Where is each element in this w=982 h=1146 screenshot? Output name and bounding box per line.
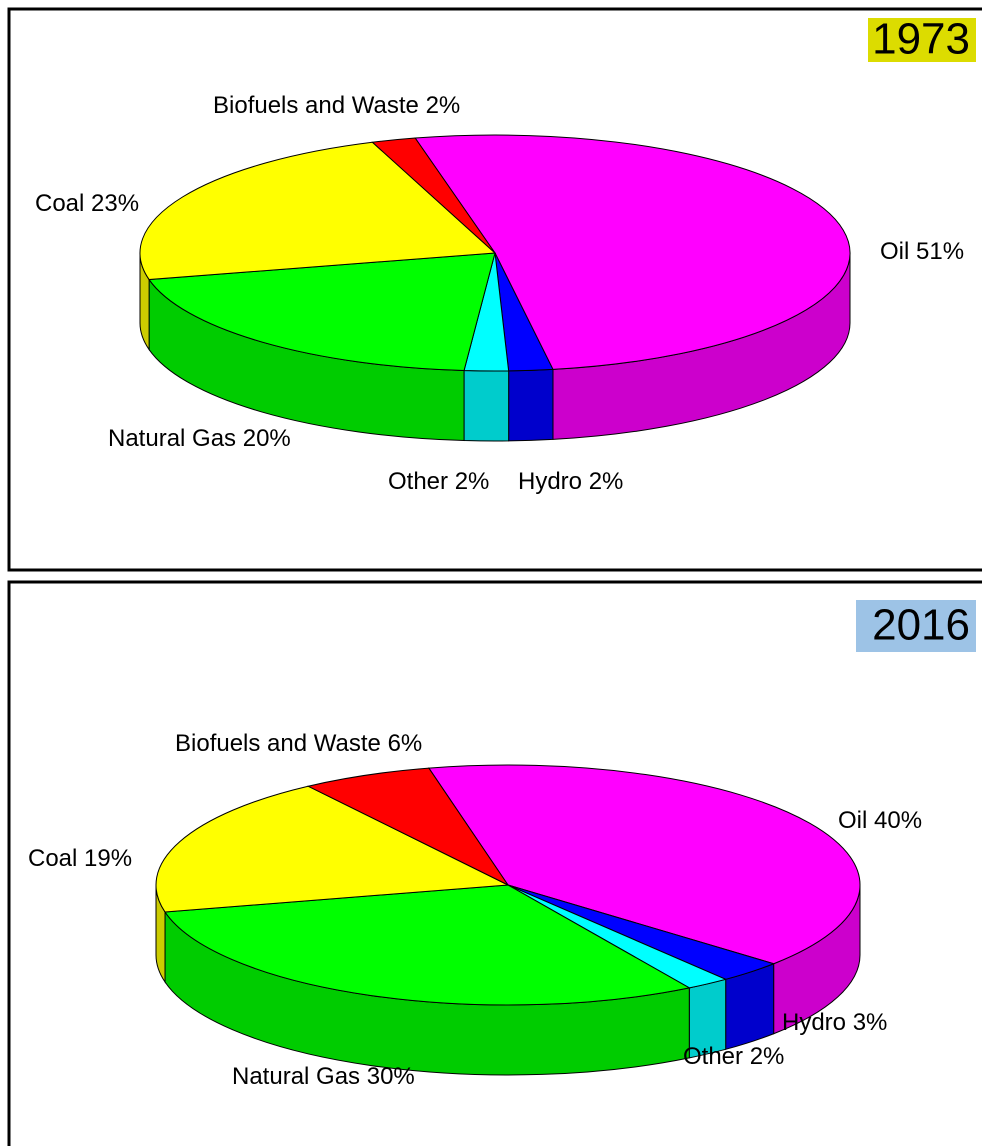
slice	[139, 141, 497, 281]
slice-label: Other 2%	[683, 1043, 784, 1070]
slice-value: 2%	[750, 1043, 785, 1070]
slice-value: 20%	[243, 425, 291, 452]
slice-label: Hydro 2%	[518, 468, 623, 495]
slice-label: Coal 19%	[28, 845, 132, 872]
slice	[148, 252, 496, 372]
slice	[371, 137, 496, 254]
slice-label: Natural Gas 20%	[108, 425, 291, 452]
slice-label: Natural Gas 30%	[232, 1063, 415, 1090]
slice-category: Hydro	[518, 468, 582, 495]
slice-category: Biofuels and Waste	[213, 92, 419, 119]
slice-value: 30%	[367, 1063, 415, 1090]
slice-label: Coal 23%	[35, 190, 139, 217]
slice-value: 2%	[426, 92, 461, 119]
slice-label: Oil 40%	[838, 807, 922, 834]
slice-value: 3%	[853, 1009, 888, 1036]
slice-category: Other	[388, 468, 448, 495]
slice	[155, 785, 510, 913]
slice-value: 40%	[874, 807, 922, 834]
slice-label: Oil 51%	[880, 238, 964, 265]
slice-side	[508, 368, 554, 442]
slice-label: Hydro 3%	[782, 1009, 887, 1036]
slice-category: Natural Gas	[232, 1063, 360, 1090]
slice-category: Natural Gas	[108, 425, 236, 452]
slice-category: Oil	[838, 807, 867, 834]
slice	[427, 764, 861, 965]
title-box	[868, 18, 976, 62]
slice-value: 6%	[388, 730, 423, 757]
title-box	[856, 600, 976, 652]
slice-side	[463, 370, 510, 442]
slice-label: Biofuels and Waste 2%	[213, 92, 460, 119]
slice-value: 2%	[455, 468, 490, 495]
slice-value: 23%	[91, 190, 139, 217]
slice-category: Coal	[35, 190, 84, 217]
slice	[306, 767, 510, 887]
slice-category: Hydro	[782, 1009, 846, 1036]
slice-category: Coal	[28, 845, 77, 872]
slice-label: Biofuels and Waste 6%	[175, 730, 422, 757]
slice-value: 2%	[589, 468, 624, 495]
slice-value: 51%	[916, 238, 964, 265]
slice	[164, 884, 691, 1006]
chart-title: 2016	[872, 601, 970, 650]
slice-category: Oil	[880, 238, 909, 265]
chart-title: 1973	[872, 15, 970, 64]
slice-category: Other	[683, 1043, 743, 1070]
slice-label: Other 2%	[388, 468, 489, 495]
slice-value: 19%	[84, 845, 132, 872]
slice-category: Biofuels and Waste	[175, 730, 381, 757]
